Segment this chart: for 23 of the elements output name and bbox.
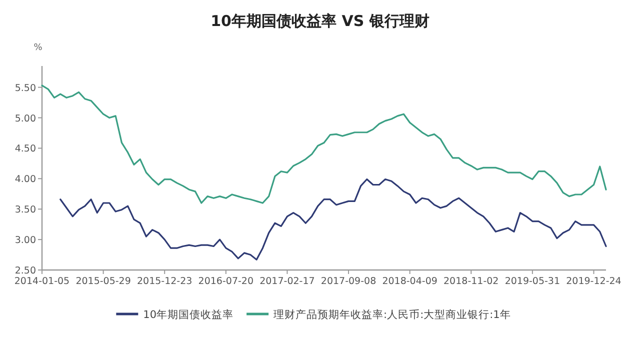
x-tick-label: 2019-05-31 xyxy=(504,276,560,287)
x-tick-label: 2018-11-02 xyxy=(444,276,499,287)
y-tick-label: 4.50 xyxy=(14,144,36,155)
y-tick-label: 4.00 xyxy=(14,174,36,186)
x-tick-label: 2015-12-23 xyxy=(137,276,192,287)
y-tick-label: 5.50 xyxy=(14,82,36,94)
x-tick-label: 2016-07-20 xyxy=(198,276,254,287)
legend-label: 10年期国债收益率 xyxy=(143,308,234,321)
y-axis-title: % xyxy=(34,43,43,53)
y-tick-label: 3.00 xyxy=(14,235,36,246)
x-tick-label: 2018-04-09 xyxy=(382,276,438,287)
x-tick-label: 2014-01-05 xyxy=(14,276,70,287)
x-tick-label: 2015-05-29 xyxy=(76,276,131,287)
y-tick-label: 3.50 xyxy=(14,204,36,216)
x-tick-label: 2017-02-17 xyxy=(260,276,315,287)
y-tick-label: 5.00 xyxy=(14,113,36,124)
y-tick-label: 2.50 xyxy=(14,266,36,276)
x-tick-label: 2019-12-24 xyxy=(566,276,622,287)
line-series xyxy=(41,84,607,204)
chart-title: 10年期国债收益率 VS 银行理财 xyxy=(210,12,430,30)
legend-label: 理财产品预期年收益率:人民币:大型商业银行:1年 xyxy=(274,308,511,321)
line-series xyxy=(60,178,607,260)
x-tick-label: 2017-09-08 xyxy=(320,276,376,287)
